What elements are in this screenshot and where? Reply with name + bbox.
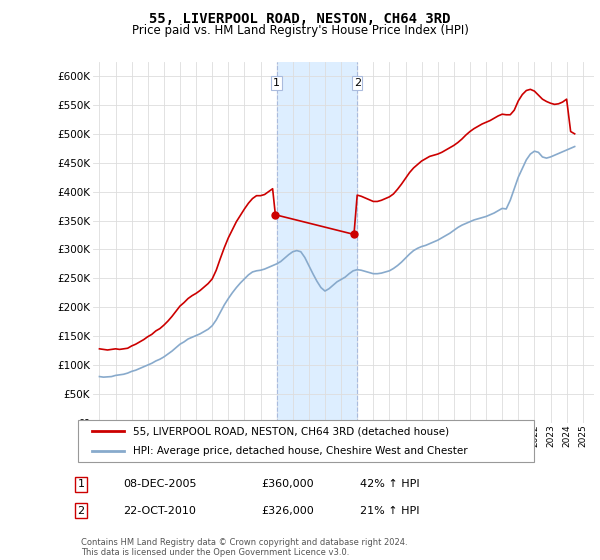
Text: 55, LIVERPOOL ROAD, NESTON, CH64 3RD (detached house): 55, LIVERPOOL ROAD, NESTON, CH64 3RD (de…	[133, 426, 449, 436]
Text: 55, LIVERPOOL ROAD, NESTON, CH64 3RD: 55, LIVERPOOL ROAD, NESTON, CH64 3RD	[149, 12, 451, 26]
Text: £360,000: £360,000	[261, 479, 314, 489]
Text: £326,000: £326,000	[261, 506, 314, 516]
Text: 22-OCT-2010: 22-OCT-2010	[123, 506, 196, 516]
Text: Contains HM Land Registry data © Crown copyright and database right 2024.
This d: Contains HM Land Registry data © Crown c…	[81, 538, 407, 557]
Text: 1: 1	[77, 479, 85, 489]
Text: 1: 1	[273, 78, 280, 88]
Text: 08-DEC-2005: 08-DEC-2005	[123, 479, 197, 489]
Text: Price paid vs. HM Land Registry's House Price Index (HPI): Price paid vs. HM Land Registry's House …	[131, 24, 469, 36]
FancyBboxPatch shape	[78, 420, 534, 462]
Text: 42% ↑ HPI: 42% ↑ HPI	[360, 479, 419, 489]
Text: 21% ↑ HPI: 21% ↑ HPI	[360, 506, 419, 516]
Text: 2: 2	[77, 506, 85, 516]
Text: 2: 2	[353, 78, 361, 88]
Bar	[277, 62, 357, 423]
Text: HPI: Average price, detached house, Cheshire West and Chester: HPI: Average price, detached house, Ches…	[133, 446, 467, 456]
